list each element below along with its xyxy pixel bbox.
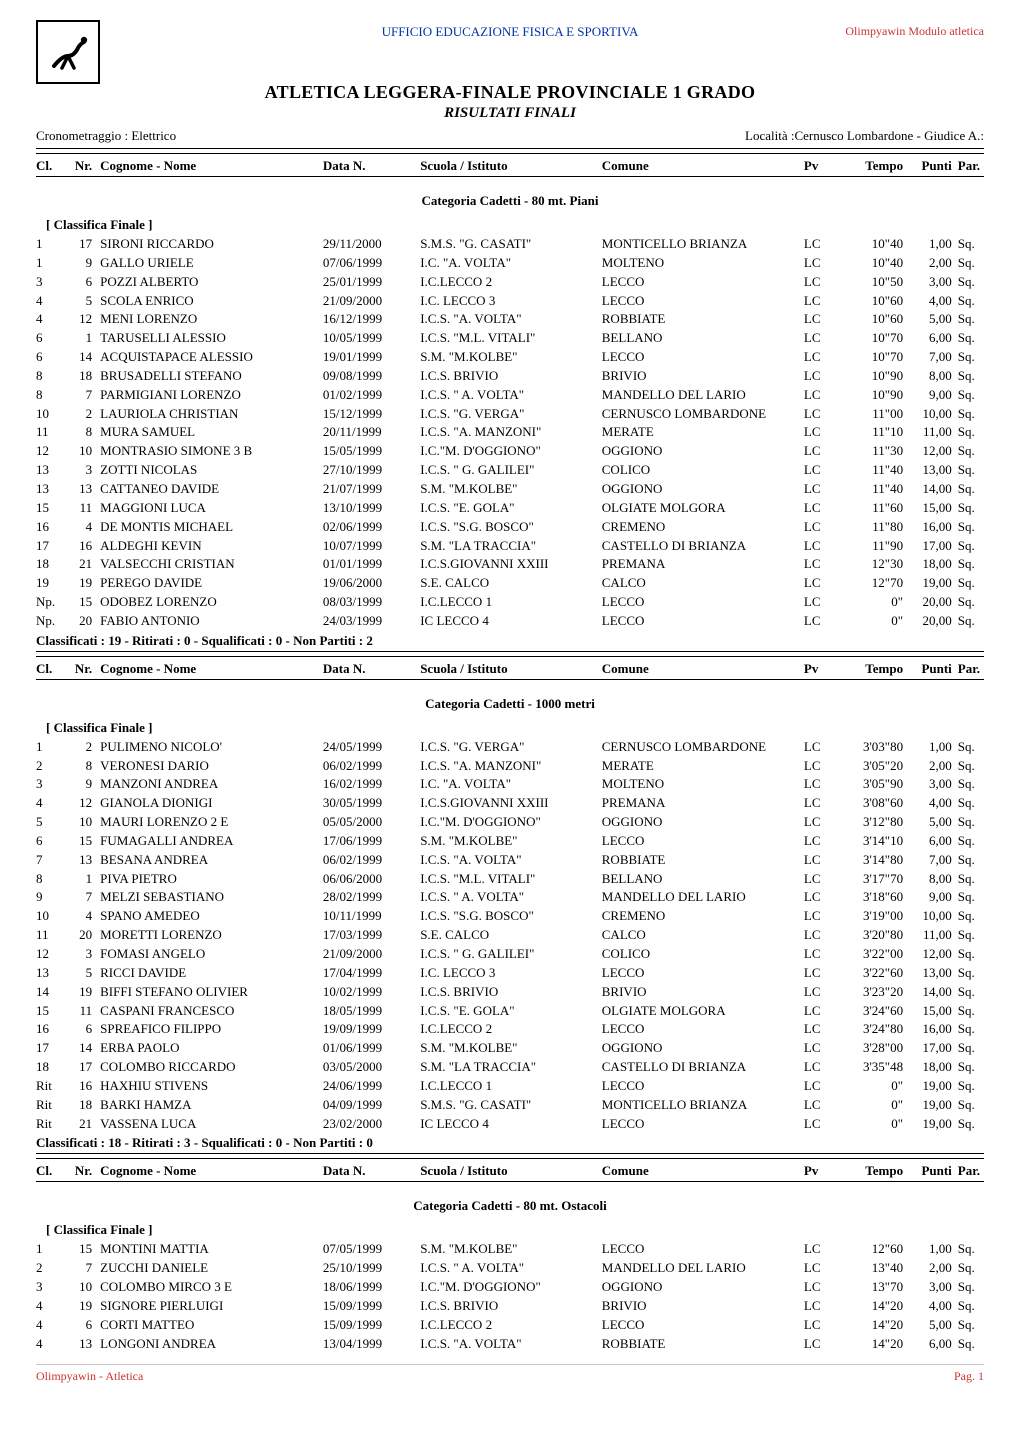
table-row: 28VERONESI DARIO06/02/1999I.C.S. "A. MAN… (36, 757, 984, 776)
table-row: 412MENI LORENZO16/12/1999I.C.S. "A. VOLT… (36, 310, 984, 329)
header-right: Olimpyawin Modulo atletica (845, 24, 984, 39)
table-row: 1419BIFFI STEFANO OLIVIER10/02/1999I.C.S… (36, 983, 984, 1002)
table-row: 615FUMAGALLI ANDREA17/06/1999S.M. "M.KOL… (36, 832, 984, 851)
header-center: UFFICIO EDUCAZIONE FISICA E SPORTIVA (36, 24, 984, 40)
logo-icon (36, 20, 100, 84)
table-row: 102LAURIOLA CHRISTIAN15/12/1999I.C.S. "G… (36, 405, 984, 424)
table-row: 12PULIMENO NICOLO'24/05/1999I.C.S. "G. V… (36, 738, 984, 757)
category-header: Categoria Cadetti - 80 mt. Piani (36, 193, 984, 209)
table-row: 81PIVA PIETRO06/06/2000I.C.S. "M.L. VITA… (36, 870, 984, 889)
table-row: 46CORTI MATTEO15/09/1999I.C.LECCO 2LECCO… (36, 1316, 984, 1335)
table-row: 135RICCI DAVIDE17/04/1999I.C. LECCO 3LEC… (36, 964, 984, 983)
table-row: 1919PEREGO DAVIDE19/06/2000S.E. CALCOCAL… (36, 574, 984, 593)
table-row: 97MELZI SEBASTIANO28/02/1999I.C.S. " A. … (36, 888, 984, 907)
title-block: ATLETICA LEGGERA-FINALE PROVINCIALE 1 GR… (36, 82, 984, 122)
table-row: 1511CASPANI FRANCESCO18/05/1999I.C.S. "E… (36, 1002, 984, 1021)
table-row: 1714ERBA PAOLO01/06/1999S.M. "M.KOLBE"OG… (36, 1039, 984, 1058)
footer-right: Pag. 1 (954, 1369, 984, 1384)
classifica-label: [ Classifica Finale ] (46, 720, 984, 736)
table-row: Np.15ODOBEZ LORENZO08/03/1999I.C.LECCO 1… (36, 593, 984, 612)
table-row: 133ZOTTI NICOLAS27/10/1999I.C.S. " G. GA… (36, 461, 984, 480)
table-row: 19GALLO URIELE07/06/1999I.C. "A. VOLTA"M… (36, 254, 984, 273)
table-row: 164DE MONTIS MICHAEL02/06/1999I.C.S. "S.… (36, 518, 984, 537)
table-row: Rit18BARKI HAMZA04/09/1999S.M.S. "G. CAS… (36, 1096, 984, 1115)
table-row: 1817COLOMBO RICCARDO03/05/2000S.M. "LA T… (36, 1058, 984, 1077)
table-row: 27ZUCCHI DANIELE25/10/1999I.C.S. " A. VO… (36, 1259, 984, 1278)
table-row: 1511MAGGIONI LUCA13/10/1999I.C.S. "E. GO… (36, 499, 984, 518)
footer: Olimpyawin - Atletica Pag. 1 (36, 1364, 984, 1396)
table-row: 45SCOLA ENRICO21/09/2000I.C. LECCO 3LECC… (36, 292, 984, 311)
table-row: 510MAURI LORENZO 2 E05/05/2000I.C."M. D'… (36, 813, 984, 832)
table-row: Rit16HAXHIU STIVENS24/06/1999I.C.LECCO 1… (36, 1077, 984, 1096)
column-header: Cl.Nr.Cognome - NomeData N.Scuola / Isti… (36, 1158, 984, 1182)
table-row: 166SPREAFICO FILIPPO19/09/1999I.C.LECCO … (36, 1020, 984, 1039)
table-row: 118MURA SAMUEL20/11/1999I.C.S. "A. MANZO… (36, 423, 984, 442)
table-row: 39MANZONI ANDREA16/02/1999I.C. "A. VOLTA… (36, 775, 984, 794)
table-row: 818BRUSADELLI STEFANO09/08/1999I.C.S. BR… (36, 367, 984, 386)
classifica-label: [ Classifica Finale ] (46, 1222, 984, 1238)
table-row: 104SPANO AMEDEO10/11/1999I.C.S. "S.G. BO… (36, 907, 984, 926)
table-row: 87PARMIGIANI LORENZO01/02/1999I.C.S. " A… (36, 386, 984, 405)
classifica-label: [ Classifica Finale ] (46, 217, 984, 233)
column-header: Cl.Nr.Cognome - NomeData N.Scuola / Isti… (36, 656, 984, 680)
table-row: 36POZZI ALBERTO25/01/1999I.C.LECCO 2LECC… (36, 273, 984, 292)
table-row: 413LONGONI ANDREA13/04/1999I.C.S. "A. VO… (36, 1335, 984, 1354)
section-summary: Classificati : 19 - Ritirati : 0 - Squal… (36, 631, 984, 652)
table-row: 1716ALDEGHI KEVIN10/07/1999S.M. "LA TRAC… (36, 537, 984, 556)
table-row: 61TARUSELLI ALESSIO10/05/1999I.C.S. "M.L… (36, 329, 984, 348)
column-header: Cl.Nr.Cognome - NomeData N.Scuola / Isti… (36, 153, 984, 177)
table-row: 310COLOMBO MIRCO 3 E18/06/1999I.C."M. D'… (36, 1278, 984, 1297)
table-row: 713BESANA ANDREA06/02/1999I.C.S. "A. VOL… (36, 851, 984, 870)
section-summary: Classificati : 18 - Ritirati : 3 - Squal… (36, 1133, 984, 1154)
sections: Cl.Nr.Cognome - NomeData N.Scuola / Isti… (36, 153, 984, 1354)
footer-left: Olimpyawin - Atletica (36, 1369, 143, 1384)
crono-left: Cronometraggio : Elettrico (36, 128, 176, 144)
table-row: 123FOMASI ANGELO21/09/2000I.C.S. " G. GA… (36, 945, 984, 964)
table-row: Rit21VASSENA LUCA23/02/2000IC LECCO 4LEC… (36, 1115, 984, 1134)
divider (36, 148, 984, 149)
table-row: 1210MONTRASIO SIMONE 3 B15/05/1999I.C."M… (36, 442, 984, 461)
category-header: Categoria Cadetti - 80 mt. Ostacoli (36, 1198, 984, 1214)
table-row: 412GIANOLA DIONIGI30/05/1999I.C.S.GIOVAN… (36, 794, 984, 813)
table-row: Np.20FABIO ANTONIO24/03/1999IC LECCO 4LE… (36, 612, 984, 631)
title-sub: RISULTATI FINALI (36, 105, 984, 122)
title-main: ATLETICA LEGGERA-FINALE PROVINCIALE 1 GR… (36, 82, 984, 103)
table-row: 614ACQUISTAPACE ALESSIO19/01/1999S.M. "M… (36, 348, 984, 367)
category-header: Categoria Cadetti - 1000 metri (36, 696, 984, 712)
table-row: 419SIGNORE PIERLUIGI15/09/1999I.C.S. BRI… (36, 1297, 984, 1316)
table-row: 1313CATTANEO DAVIDE21/07/1999S.M. "M.KOL… (36, 480, 984, 499)
crono-right: Località :Cernusco Lombardone - Giudice … (745, 128, 984, 144)
table-row: 117SIRONI RICCARDO29/11/2000S.M.S. "G. C… (36, 235, 984, 254)
page-root: UFFICIO EDUCAZIONE FISICA E SPORTIVA Oli… (0, 0, 1020, 1396)
table-row: 1821VALSECCHI CRISTIAN01/01/1999I.C.S.GI… (36, 555, 984, 574)
table-row: 115MONTINI MATTIA07/05/1999S.M. "M.KOLBE… (36, 1240, 984, 1259)
crono-row: Cronometraggio : Elettrico Località :Cer… (36, 128, 984, 144)
table-row: 1120MORETTI LORENZO17/03/1999S.E. CALCOC… (36, 926, 984, 945)
